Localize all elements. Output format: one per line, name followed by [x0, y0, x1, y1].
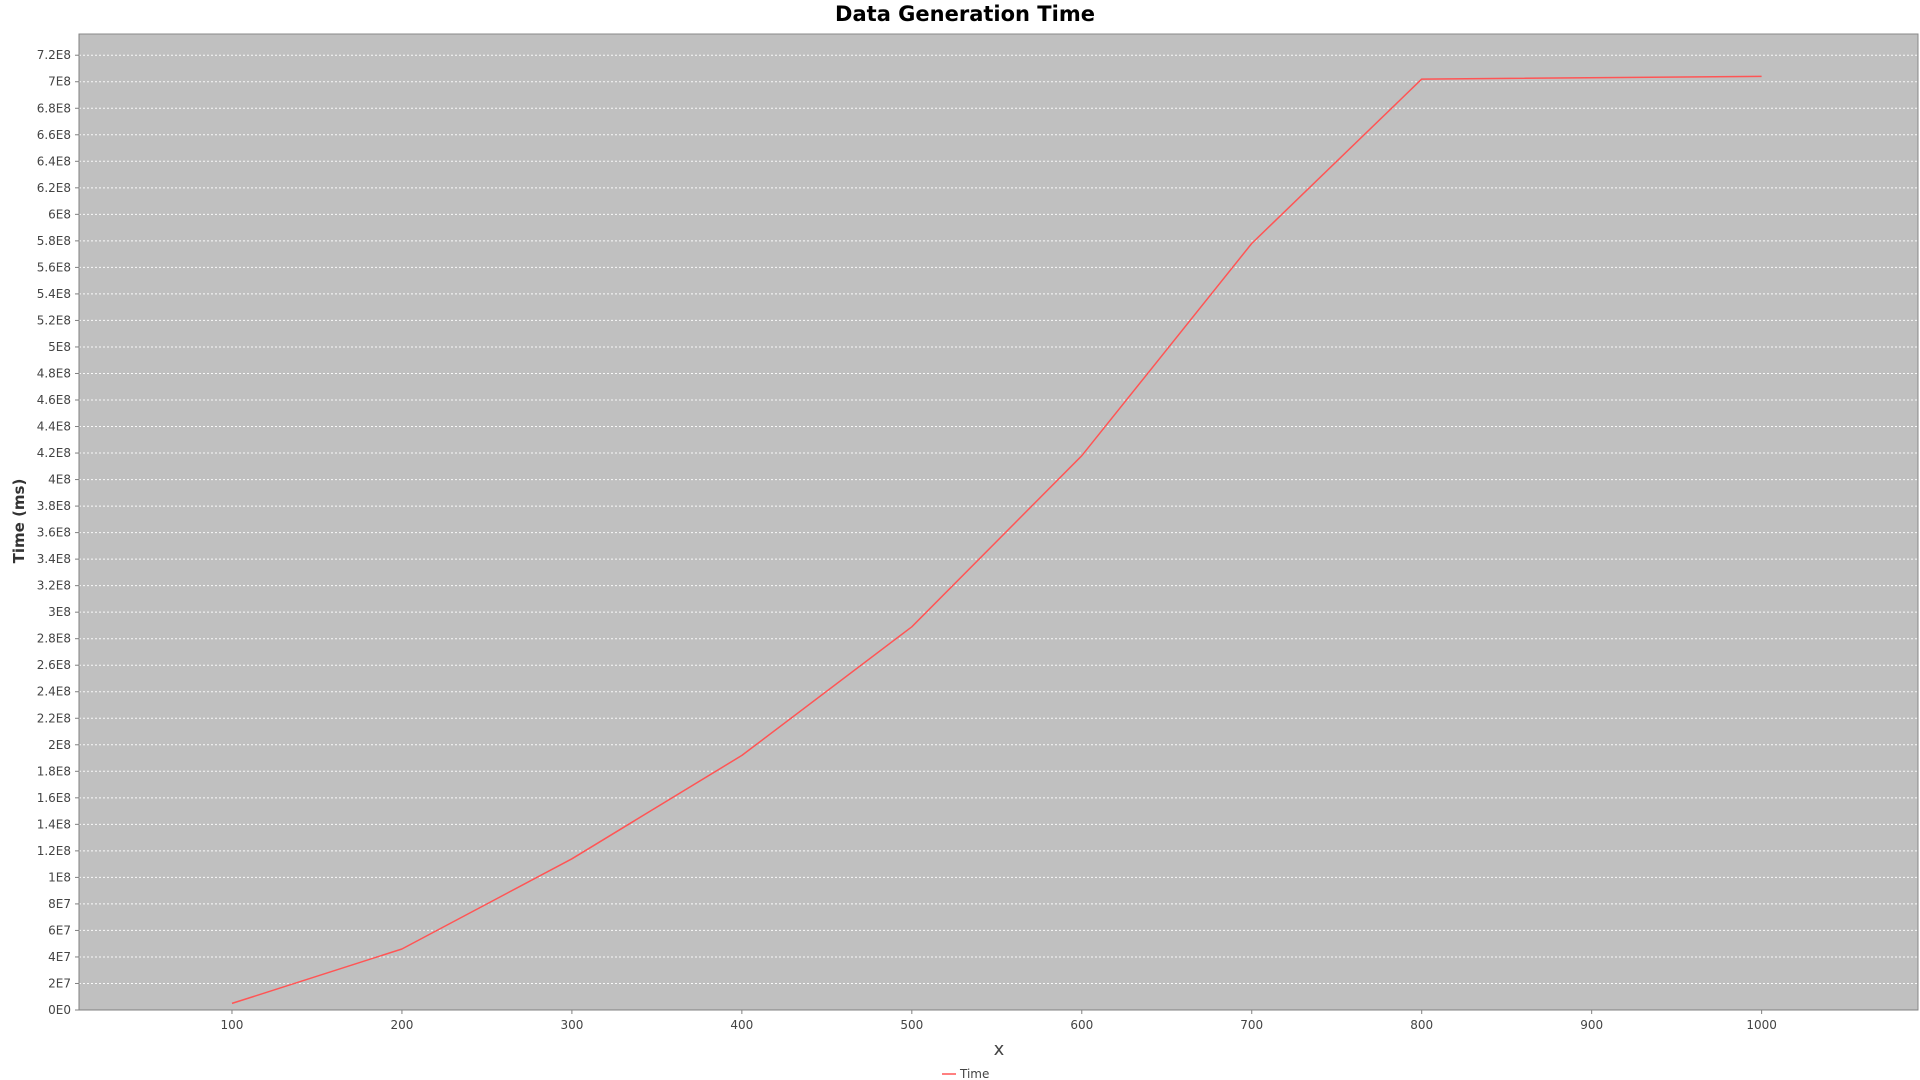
y-tick-label: 4E8	[48, 473, 71, 487]
y-tick-label: 7E8	[48, 75, 71, 89]
x-axis-ticks: 100 200 300 400 500 600 700 800 900 1000	[221, 1010, 1777, 1032]
y-tick-label: 4.2E8	[37, 446, 71, 460]
plot-area	[78, 33, 1919, 1011]
y-axis-title: Time (ms)	[10, 479, 28, 564]
y-tick-label: 7.2E8	[37, 48, 71, 62]
y-tick-label: 3.2E8	[37, 579, 71, 593]
x-tick-label: 400	[730, 1018, 753, 1032]
y-tick-label: 6.4E8	[37, 154, 71, 168]
y-tick-label: 6E7	[48, 923, 71, 937]
x-tick-label: 800	[1410, 1018, 1433, 1032]
y-tick-label: 6E8	[48, 207, 71, 221]
x-tick-label: 300	[560, 1018, 583, 1032]
y-tick-label: 5.2E8	[37, 313, 71, 327]
x-tick-label: 700	[1240, 1018, 1263, 1032]
y-tick-label: 3.8E8	[37, 499, 71, 513]
x-tick-label: 200	[390, 1018, 413, 1032]
y-tick-label: 4E7	[48, 950, 71, 964]
y-tick-label: 5E8	[48, 340, 71, 354]
grid-lines	[79, 54, 1918, 984]
y-tick-label: 3.4E8	[37, 552, 71, 566]
y-tick-label: 5.8E8	[37, 234, 71, 248]
series-layer	[231, 75, 1762, 1005]
chart-title: Data Generation Time	[835, 2, 1095, 26]
y-tick-label: 2E7	[48, 976, 71, 990]
x-tick-label: 600	[1070, 1018, 1093, 1032]
x-axis-title: x	[994, 1039, 1005, 1060]
y-axis-ticks: 0E0 2E7 4E7 6E7 8E7 1E8 1.2E8 1.4E8 1.6E8 1.8E8 2E…	[37, 48, 79, 1017]
y-tick-label: 1.2E8	[37, 844, 71, 858]
y-tick-label: 1.6E8	[37, 791, 71, 805]
y-tick-label: 5.4E8	[37, 287, 71, 301]
y-tick-label: 2.4E8	[37, 685, 71, 699]
x-tick-label: 500	[900, 1018, 923, 1032]
y-tick-label: 6.8E8	[37, 101, 71, 115]
y-tick-label: 6.6E8	[37, 128, 71, 142]
legend: Time	[942, 1067, 989, 1080]
x-tick-label: 1000	[1746, 1018, 1777, 1032]
y-tick-label: 1E8	[48, 870, 71, 884]
legend-label-time: Time	[959, 1067, 989, 1080]
y-tick-label: 2E8	[48, 738, 71, 752]
x-tick-label: 900	[1580, 1018, 1603, 1032]
y-tick-label: 3.6E8	[37, 526, 71, 540]
y-tick-label: 1.4E8	[37, 817, 71, 831]
y-tick-label: 4.6E8	[37, 393, 71, 407]
y-tick-label: 4.4E8	[37, 420, 71, 434]
y-tick-label: 2.6E8	[37, 658, 71, 672]
y-tick-label: 0E0	[48, 1003, 71, 1017]
y-tick-label: 2.2E8	[37, 711, 71, 725]
y-tick-label: 4.8E8	[37, 366, 71, 380]
y-tick-label: 5.6E8	[37, 260, 71, 274]
y-tick-label: 6.2E8	[37, 181, 71, 195]
y-tick-label: 1.8E8	[37, 764, 71, 778]
y-tick-label: 2.8E8	[37, 632, 71, 646]
axes	[78, 34, 1918, 1011]
y-tick-label: 8E7	[48, 897, 71, 911]
y-tick-label: 3E8	[48, 605, 71, 619]
series-line-time	[231, 75, 1762, 1005]
x-tick-label: 100	[221, 1018, 244, 1032]
